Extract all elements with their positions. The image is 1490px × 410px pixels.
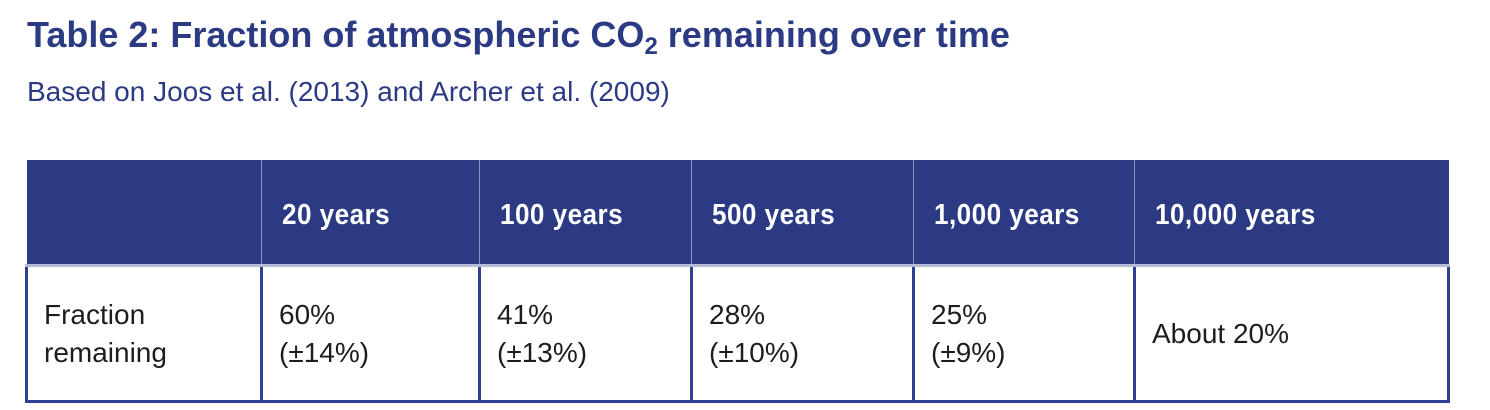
header-cell-500-years: 500 years	[691, 160, 914, 267]
co2-fraction-table: 20 years 100 years 500 years 1,000 years…	[25, 160, 1450, 403]
page-subtitle: Based on Joos et al. (2013) and Archer e…	[27, 76, 670, 107]
header-label: 20 years	[282, 198, 391, 231]
cell-uncertainty: (±13%)	[497, 336, 588, 368]
header-cell-10000-years: 10,000 years	[1134, 160, 1449, 267]
header-label: 100 years	[500, 198, 624, 231]
row-label-cell: Fraction remaining	[25, 265, 263, 403]
header-label: 10,000 years	[1155, 198, 1316, 231]
cell-value: 41%	[497, 298, 554, 330]
header-label: 1,000 years	[934, 198, 1080, 231]
table-row: Fraction remaining 60% (±14%) 41% (±13%)…	[25, 265, 1450, 403]
page-title-text: Table 2: Fraction of atmospheric CO	[27, 14, 645, 55]
cell-value: About 20%	[1152, 317, 1289, 349]
header-cell-20-years: 20 years	[261, 160, 480, 267]
table-header-row: 20 years 100 years 500 years 1,000 years…	[26, 160, 1449, 267]
cell-uncertainty: (±14%)	[279, 336, 370, 368]
cell-uncertainty: (±10%)	[709, 336, 800, 368]
cell-value: 28%	[709, 298, 766, 330]
value-cell-20-years: 60% (±14%)	[260, 265, 481, 403]
value-cell-1000-years: 25% (±9%)	[912, 265, 1136, 403]
header-cell-100-years: 100 years	[479, 160, 692, 267]
page-title-text-end: remaining over time	[657, 14, 1010, 55]
header-cell-corner	[26, 160, 262, 267]
row-label: Fraction remaining	[44, 298, 167, 368]
cell-uncertainty: (±9%)	[931, 336, 1006, 368]
header-label: 500 years	[712, 198, 836, 231]
co2-subscript: 2	[644, 33, 658, 60]
cell-value: 60%	[279, 298, 336, 330]
value-cell-100-years: 41% (±13%)	[478, 265, 693, 403]
value-cell-10000-years: About 20%	[1133, 265, 1450, 403]
value-cell-500-years: 28% (±10%)	[690, 265, 915, 403]
page-title: Table 2: Fraction of atmospheric CO2 rem…	[27, 14, 1010, 60]
cell-value: 25%	[931, 298, 988, 330]
header-cell-1000-years: 1,000 years	[913, 160, 1135, 267]
